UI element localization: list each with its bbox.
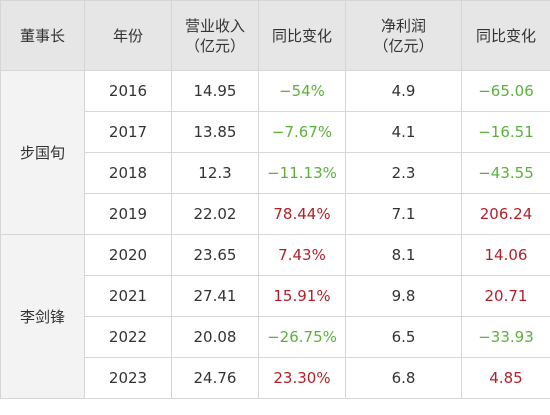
header-revenue-unit: （亿元） (184, 36, 245, 55)
header-revenue-label: 营业收入 (184, 16, 245, 35)
profit-cell: 6.8 (345, 357, 462, 399)
header-chairman: 董事长 (0, 0, 85, 71)
profit-cell: 6.5 (345, 316, 462, 358)
profit-cell: 9.8 (345, 275, 462, 317)
profit-yoy-cell: −65.06 (461, 70, 550, 112)
table-row: 2021 27.41 15.91% 9.8 20.71 (1, 275, 550, 317)
header-profit: 净利润 （亿元） (345, 0, 462, 71)
profit-yoy-cell: −16.51 (461, 111, 550, 153)
header-profit-label: 净利润 (380, 16, 426, 35)
year-cell: 2018 (84, 152, 172, 194)
table-row: 2023 24.76 23.30% 6.8 4.85 (1, 357, 550, 399)
table-row: 步国旬 2016 14.95 −54% 4.9 −65.06 (0, 70, 550, 235)
chairman-cell: 步国旬 (0, 70, 85, 235)
year-cell: 2022 (84, 316, 172, 358)
profit-yoy-cell: 20.71 (461, 275, 550, 317)
year-cell: 2016 (84, 70, 172, 112)
profit-yoy-cell: 4.85 (461, 357, 550, 399)
header-revenue: 营业收入 （亿元） (171, 0, 259, 71)
table-row: 2017 13.85 −7.67% 4.1 −16.51 (1, 111, 550, 153)
header-row: 董事长 年份 营业收入 （亿元） 同比变化 净利润 （亿元） 同比变化 (0, 0, 550, 71)
header-profit-yoy: 同比变化 (461, 0, 550, 71)
profit-yoy-cell: −33.93 (461, 316, 550, 358)
year-cell: 2019 (84, 193, 172, 235)
revenue-yoy-cell: 7.43% (258, 234, 346, 276)
profit-yoy-cell: 206.24 (461, 193, 550, 235)
year-cell: 2020 (84, 234, 172, 276)
table-row: 2022 20.08 −26.75% 6.5 −33.93 (1, 316, 550, 358)
revenue-cell: 12.3 (171, 152, 259, 194)
profit-cell: 2.3 (345, 152, 462, 194)
header-year: 年份 (84, 0, 172, 71)
profit-yoy-cell: −43.55 (461, 152, 550, 194)
revenue-yoy-cell: −26.75% (258, 316, 346, 358)
table-body: 步国旬 2016 14.95 −54% 4.9 −65.06 2017 13.85 −7.67%… (0, 70, 550, 399)
header-revenue-yoy: 同比变化 (258, 0, 346, 71)
year-cell: 2017 (84, 111, 172, 153)
profit-yoy-cell: 14.06 (461, 234, 550, 276)
table-row: 2018 12.3 −11.13% 2.3 −43.55 (1, 152, 550, 194)
revenue-yoy-cell: 78.44% (258, 193, 346, 235)
revenue-yoy-cell: 15.91% (258, 275, 346, 317)
chairman-cell: 李剑锋 (0, 234, 85, 399)
revenue-cell: 23.65 (171, 234, 259, 276)
year-cell: 2021 (84, 275, 172, 317)
profit-cell: 7.1 (345, 193, 462, 235)
table-row: 李剑锋 2020 23.65 7.43% 8.1 14.06 (0, 234, 550, 399)
header-profit-unit: （亿元） (373, 36, 434, 55)
profit-cell: 8.1 (345, 234, 462, 276)
revenue-yoy-cell: −7.67% (258, 111, 346, 153)
revenue-cell: 24.76 (171, 357, 259, 399)
revenue-cell: 20.08 (171, 316, 259, 358)
revenue-cell: 13.85 (171, 111, 259, 153)
revenue-yoy-cell: 23.30% (258, 357, 346, 399)
profit-cell: 4.1 (345, 111, 462, 153)
profit-cell: 4.9 (345, 70, 462, 112)
revenue-cell: 22.02 (171, 193, 259, 235)
revenue-yoy-cell: −54% (258, 70, 346, 112)
revenue-cell: 27.41 (171, 275, 259, 317)
revenue-cell: 14.95 (171, 70, 259, 112)
year-cell: 2023 (84, 357, 172, 399)
revenue-yoy-cell: −11.13% (258, 152, 346, 194)
table-row: 2019 22.02 78.44% 7.1 206.24 (1, 193, 550, 235)
financial-table: 董事长 年份 营业收入 （亿元） 同比变化 净利润 （亿元） 同比变化 步国旬 2… (0, 0, 550, 399)
